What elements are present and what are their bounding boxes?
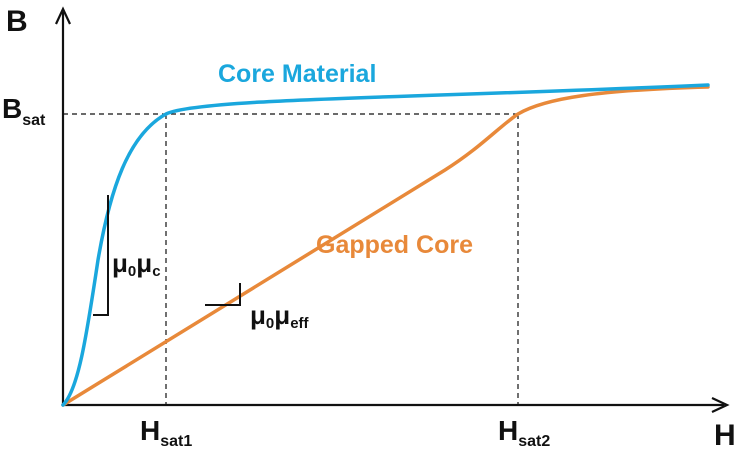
bsat-label: Bsat	[2, 93, 46, 129]
x-axis-arrow	[711, 397, 730, 413]
gapped-slope-zero: 0	[266, 315, 274, 332]
hsat1-label: Hsat1	[140, 415, 192, 450]
core-slope-zero: 0	[128, 263, 136, 280]
bsat-label-main: B	[2, 93, 22, 124]
gapped-slope-triangle	[205, 283, 241, 306]
gapped-slope-sub: eff	[290, 315, 309, 332]
gapped-core-label: Gapped Core	[316, 231, 473, 259]
y-axis-arrow	[55, 6, 71, 25]
x-axis-label: H	[714, 419, 736, 450]
bsat-label-sub: sat	[22, 112, 46, 129]
gapped-slope-mu2: μ	[274, 300, 290, 330]
gapped-core-curve	[61, 85, 710, 407]
hsat1-label-main: H	[140, 415, 160, 446]
core-material-curve	[61, 83, 710, 407]
gapped-slope-mu: μ	[250, 300, 266, 330]
core-slope-mu: μ	[112, 248, 128, 278]
y-axis-label: B	[6, 5, 28, 38]
gapped-slope-label: μ0μeff	[250, 300, 310, 332]
hsat2-label-main: H	[498, 415, 518, 446]
hsat2-label: Hsat2	[498, 415, 550, 450]
core-material-label: Core Material	[218, 60, 376, 88]
core-slope-mu2: μ	[136, 248, 152, 278]
core-slope-label: μ0μc	[112, 248, 161, 280]
hsat1-label-sub: sat1	[160, 433, 192, 450]
core-slope-sub: c	[152, 263, 160, 280]
core-slope-triangle	[93, 195, 109, 316]
hsat2-label-sub: sat2	[518, 433, 550, 450]
